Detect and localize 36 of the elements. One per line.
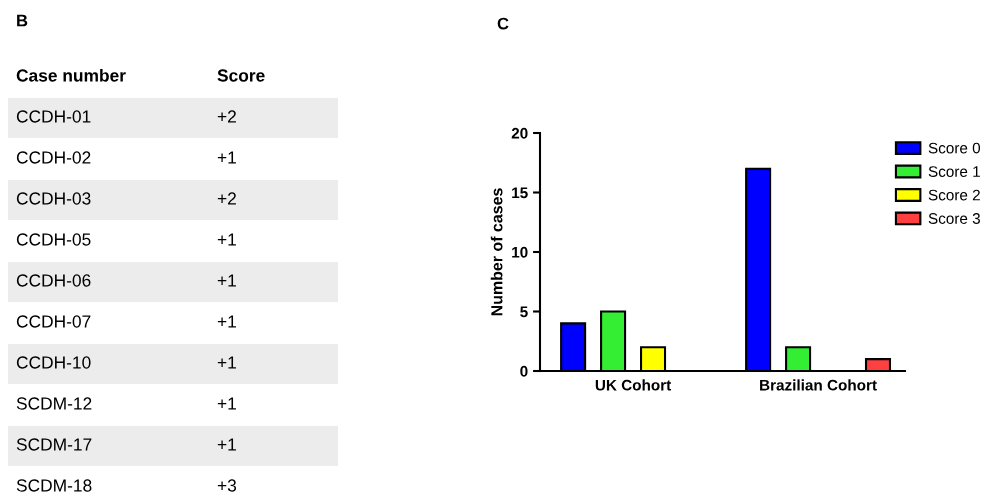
x-tick-label: UK Cohort [595,379,672,391]
y-tick-label: 0 [520,365,528,377]
legend-label: Score 2 [928,189,980,201]
text: SCDM-18 [16,479,92,492]
text: CCDH-05 [16,233,91,246]
legend-label: Score 0 [928,142,981,154]
text: Score [217,69,265,82]
text: CCDH-10 [16,356,91,369]
text: +1 [217,151,236,164]
text: +1 [217,274,236,287]
text: CCDH-02 [16,151,91,164]
text: CCDH-01 [16,110,91,123]
text: +1 [217,315,236,328]
text: +1 [217,233,236,246]
legend-label: Score 1 [928,166,980,177]
text: +2 [217,192,236,205]
x-tick-label: Brazilian Cohort [760,379,877,391]
text: SCDM-17 [16,438,92,451]
text: +1 [217,397,236,410]
text: +2 [217,110,236,123]
y-axis-title: Number of cases [490,188,503,316]
text: +1 [217,356,236,369]
text: Case number [16,68,126,82]
text: CCDH-07 [16,315,91,328]
y-tick-label: 10 [512,246,528,258]
text: CCDH-06 [16,274,91,287]
text: SCDM-12 [16,397,92,410]
y-tick-label: 20 [511,127,528,139]
text: CCDH-03 [16,192,91,205]
text: B [17,14,28,27]
text: +3 [217,479,237,492]
chart-title: C [497,17,509,30]
legend-label: Score 3 [928,213,980,224]
y-tick-label: 5 [520,306,528,318]
text: +1 [217,438,236,451]
y-tick-label: 15 [512,187,528,199]
